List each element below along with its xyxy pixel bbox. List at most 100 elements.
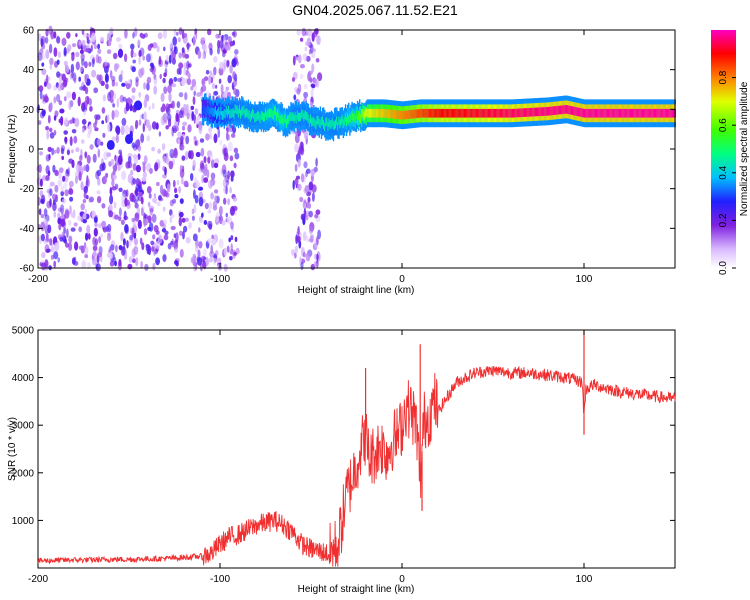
noise-blob: [80, 181, 84, 191]
ridge-cell: [656, 108, 658, 118]
ridge-cell: [297, 112, 300, 122]
noise-blob: [314, 28, 319, 35]
ridge-cell: [375, 108, 377, 118]
ridge-cell: [574, 106, 576, 116]
ridge-cell: [509, 108, 512, 118]
noise-blob: [211, 83, 216, 89]
ridge-cell: [453, 108, 455, 118]
noise-blob: [80, 203, 85, 211]
noise-blob: [111, 79, 116, 87]
noise-blob: [314, 214, 319, 219]
noise-blob: [198, 196, 204, 207]
ridge-cell: [580, 108, 583, 117]
noise-blob: [82, 218, 88, 224]
noise-blob: [226, 245, 230, 253]
noise-blob: [48, 127, 53, 133]
noise-blob: [57, 84, 63, 92]
noise-blob: [234, 49, 239, 55]
noise-blob: [213, 162, 219, 168]
noise-blob: [71, 43, 77, 48]
ridge-cell: [238, 104, 241, 114]
ridge-cell: [376, 108, 378, 118]
noise-blob: [208, 126, 213, 133]
noise-blob: [149, 168, 153, 174]
ridge-cell: [459, 108, 461, 118]
ridge-cell: [430, 108, 432, 118]
noise-blob: [120, 232, 124, 242]
noise-blob: [83, 100, 88, 108]
ridge-cell: [301, 109, 303, 118]
noise-blob: [157, 148, 161, 154]
noise-blob: [209, 153, 214, 159]
snr-series-line: [37, 365, 676, 567]
noise-blob: [304, 46, 307, 52]
noise-blob: [132, 178, 137, 185]
ridge-cell: [288, 115, 290, 124]
noise-blob: [110, 158, 115, 166]
ridge-cell: [421, 108, 423, 118]
ridge-cell: [667, 108, 669, 118]
noise-blob: [300, 213, 306, 221]
ridge-cell: [244, 109, 246, 119]
noise-blob: [209, 250, 215, 258]
noise-blob: [205, 256, 209, 266]
noise-blob: [310, 83, 316, 88]
noise-blob: [106, 49, 112, 55]
noise-blob: [312, 77, 317, 84]
ridge-cell: [264, 112, 266, 122]
noise-blob: [295, 56, 299, 61]
noise-blob: [229, 41, 234, 47]
noise-blob: [130, 169, 134, 176]
noise-blob: [198, 227, 201, 233]
snr-frame: [37, 329, 676, 569]
noise-blob: [164, 166, 167, 176]
ridge-cell: [308, 118, 311, 128]
ridge-cell: [333, 121, 336, 130]
noise-blob: [172, 179, 176, 188]
ridge-cell: [343, 116, 346, 126]
ridge-cell: [529, 107, 531, 117]
noise-blob: [148, 193, 152, 199]
ridge-cell: [269, 109, 271, 118]
noise-blob: [234, 73, 238, 82]
noise-blob: [157, 234, 163, 244]
ridge-cell: [394, 110, 396, 119]
ridge-cell: [367, 108, 370, 118]
ridge-cell: [355, 110, 358, 120]
noise-blob: [233, 162, 237, 169]
ridge-cell: [536, 107, 538, 117]
ridge-cell: [455, 108, 457, 118]
ridge-cell: [373, 108, 375, 118]
ridge-cell: [564, 105, 566, 114]
noise-blob: [165, 106, 171, 116]
noise-blob: [218, 139, 223, 146]
noise-blob: [209, 70, 212, 75]
ridge-cell: [631, 108, 633, 118]
noise-blob: [156, 45, 160, 53]
noise-blob: [196, 92, 202, 97]
noise-blob: [147, 44, 152, 51]
noise-blob: [115, 127, 119, 133]
noise-blob: [178, 211, 184, 218]
ridge-cell: [579, 108, 581, 117]
noise-blob: [57, 51, 61, 59]
noise-blob: [158, 55, 162, 65]
noise-blob: [81, 260, 87, 269]
noise-blob: [68, 180, 74, 188]
ridge-cell: [600, 108, 602, 118]
noise-blob: [310, 89, 314, 97]
ridge-cell: [507, 108, 509, 118]
noise-blob: [62, 175, 66, 182]
ridge-cell: [248, 109, 251, 119]
noise-blob: [132, 32, 135, 39]
ridge-cell: [508, 108, 511, 118]
ridge-cell: [413, 109, 415, 119]
noise-blob: [85, 48, 91, 53]
noise-blob: [229, 186, 233, 194]
ridge-cell: [290, 112, 292, 121]
ridge-cell: [396, 110, 398, 119]
ridge-cell: [205, 99, 207, 117]
ridge-cell: [532, 107, 535, 117]
noise-blob: [181, 177, 184, 185]
ridge-cell: [345, 117, 348, 127]
